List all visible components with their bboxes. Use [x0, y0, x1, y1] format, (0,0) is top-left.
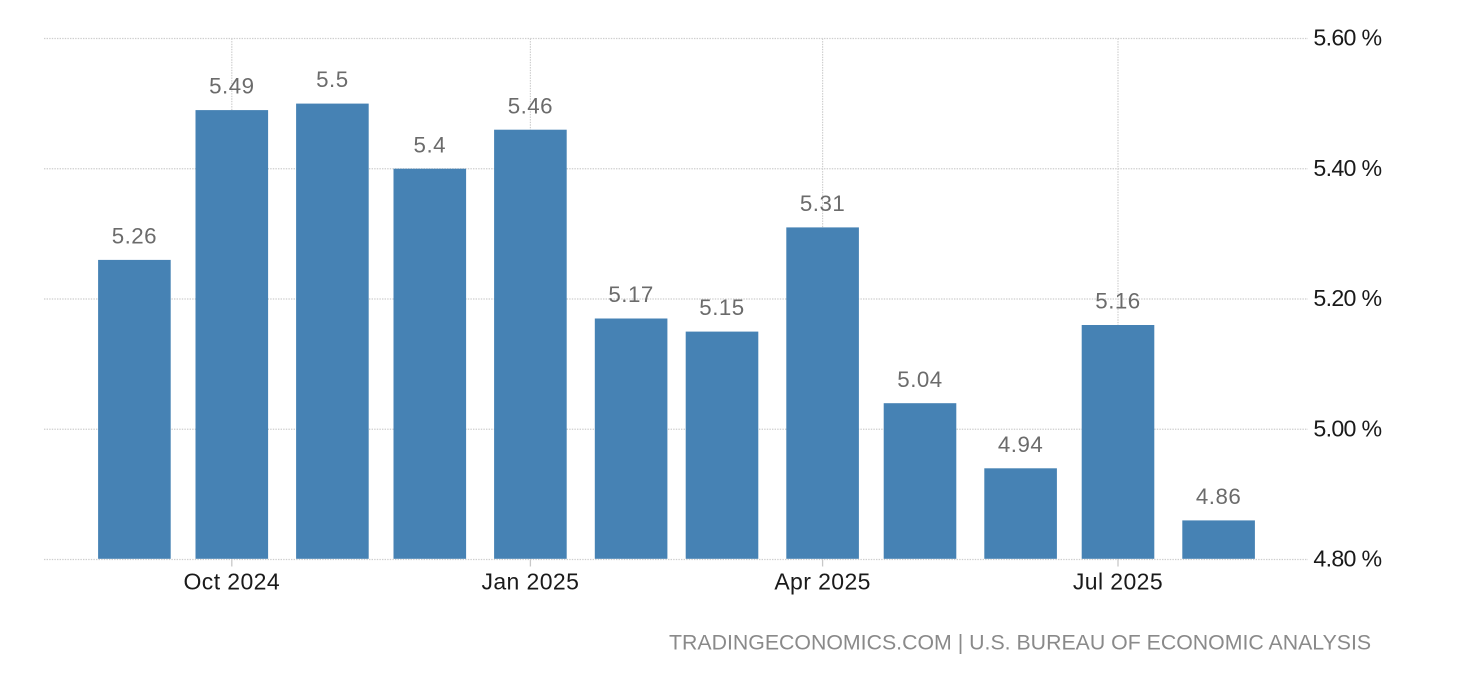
svg-text:4.86: 4.86	[1196, 484, 1241, 509]
svg-text:TRADINGECONOMICS.COM | U.S. BU: TRADINGECONOMICS.COM | U.S. BUREAU OF EC…	[669, 631, 1371, 655]
svg-text:5.31: 5.31	[800, 191, 845, 216]
svg-text:Jan 2025: Jan 2025	[481, 568, 579, 594]
svg-text:5.26: 5.26	[112, 224, 157, 249]
svg-text:Jul 2025: Jul 2025	[1073, 568, 1163, 594]
svg-text:5.46: 5.46	[508, 93, 553, 118]
svg-text:Oct 2024: Oct 2024	[184, 568, 281, 594]
svg-text:5.5: 5.5	[316, 67, 349, 92]
svg-text:5.4: 5.4	[414, 132, 447, 157]
svg-text:Apr 2025: Apr 2025	[774, 568, 871, 594]
svg-text:5.40 %: 5.40 %	[1313, 155, 1381, 181]
svg-text:4.80 %: 4.80 %	[1313, 546, 1381, 572]
svg-text:5.60 %: 5.60 %	[1313, 25, 1381, 51]
svg-text:5.00 %: 5.00 %	[1313, 415, 1381, 441]
svg-text:5.04: 5.04	[897, 367, 942, 392]
svg-text:5.17: 5.17	[608, 282, 653, 307]
svg-text:5.16: 5.16	[1095, 289, 1140, 314]
svg-text:4.94: 4.94	[998, 432, 1043, 457]
svg-text:5.49: 5.49	[209, 74, 254, 99]
svg-text:5.15: 5.15	[699, 295, 744, 320]
svg-text:5.20 %: 5.20 %	[1313, 285, 1381, 311]
